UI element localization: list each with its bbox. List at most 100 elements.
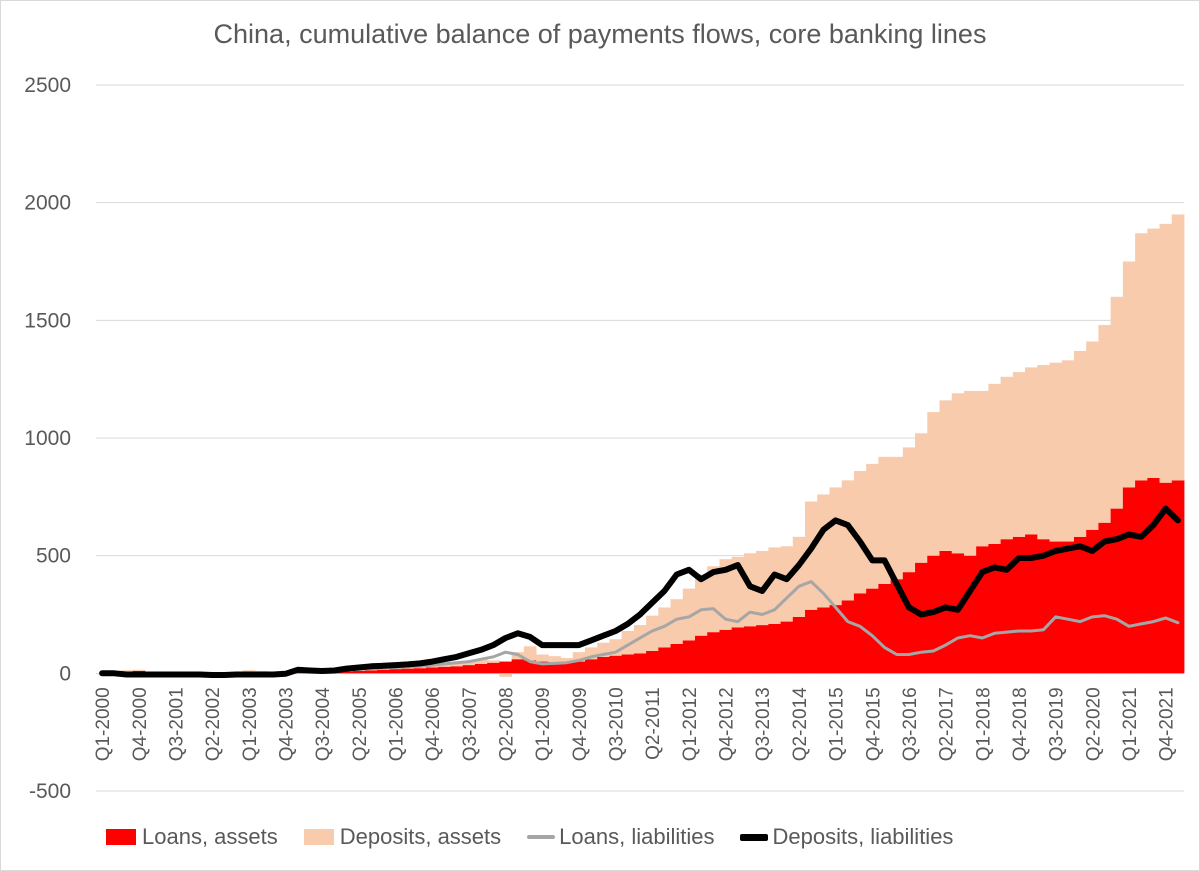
bar-loans-assets — [695, 635, 708, 674]
bar-deposits-assets — [1171, 214, 1185, 481]
x-tick-label: Q4-2021 — [1157, 687, 1178, 761]
x-tick-label: Q3-2001 — [167, 687, 188, 761]
bar-deposits-assets — [1086, 341, 1099, 530]
bar-deposits-assets — [132, 669, 146, 671]
bar-loans-assets — [646, 650, 659, 674]
bar-deposits-assets — [1135, 233, 1148, 481]
bar-deposits-assets — [560, 658, 574, 663]
bar-loans-assets — [352, 670, 366, 674]
bar-deposits-assets — [499, 673, 513, 677]
bar-deposits-assets — [1061, 360, 1075, 542]
legend-item-deposits-assets: Deposits, assets — [303, 824, 502, 850]
legend-swatch — [740, 833, 769, 841]
bar-deposits-assets — [1147, 228, 1160, 479]
y-axis-ticks: -500 0 500 1000 1500 2000 2500 — [24, 74, 71, 803]
bar-loans-assets — [364, 670, 378, 674]
x-tick-label: Q1-2015 — [827, 687, 848, 761]
bar-loans-assets — [768, 623, 781, 674]
bar-deposits-assets — [646, 615, 659, 651]
x-tick-label: Q1-2021 — [1120, 687, 1141, 761]
bar-loans-assets — [389, 669, 403, 674]
legend: Loans, assets Deposits, assets Loans, li… — [106, 824, 979, 850]
bar-deposits-assets — [1000, 376, 1014, 540]
bar-loans-assets — [841, 600, 855, 674]
bar-deposits-assets — [584, 647, 598, 660]
x-tick-label: Q2-2011 — [643, 687, 664, 760]
bar-loans-assets — [866, 588, 879, 674]
legend-label: Deposits, assets — [339, 824, 502, 849]
bar-deposits-assets — [817, 494, 830, 608]
bar-loans-assets — [1159, 482, 1173, 674]
x-tick-label: Q3-2013 — [753, 687, 774, 761]
y-tick-label: -500 — [29, 780, 71, 803]
bar-deposits-assets — [438, 664, 451, 667]
bar-deposits-assets — [120, 670, 134, 672]
legend-label: Loans, assets — [142, 824, 278, 849]
bar-loans-assets — [1110, 508, 1124, 674]
bar-loans-assets — [560, 662, 574, 674]
bar-loans-assets — [780, 621, 794, 674]
bar-loans-assets — [1086, 529, 1099, 674]
bar-loans-assets — [976, 546, 989, 674]
bar-loans-assets — [548, 662, 561, 674]
y-tick-label: 0 — [59, 662, 71, 685]
bar-loans-assets — [1171, 480, 1185, 674]
y-tick-label: 2000 — [24, 192, 71, 215]
bar-loans-assets — [621, 654, 635, 674]
bar-loans-assets — [853, 593, 867, 674]
bar-loans-assets — [438, 666, 451, 674]
x-tick-label: Q1-2003 — [240, 687, 261, 761]
y-tick-label: 1000 — [24, 427, 71, 450]
bar-loans-assets — [1049, 541, 1063, 674]
bar-loans-assets — [1135, 480, 1148, 674]
bar-deposits-assets — [951, 393, 965, 554]
x-tick-label: Q3-2016 — [900, 687, 921, 761]
bar-loans-assets — [536, 661, 549, 674]
bar-deposits-assets — [682, 588, 696, 641]
bar-loans-assets — [1122, 487, 1136, 674]
bar-deposits-assets — [523, 646, 537, 661]
line-deposits-liabilities — [99, 505, 1181, 678]
bar-loans-assets — [609, 655, 623, 674]
legend-item-loans-assets: Loans, assets — [106, 824, 278, 850]
bar-deposits-assets — [474, 659, 488, 664]
x-tick-label: Q2-2017 — [937, 687, 958, 761]
bar-loans-assets — [658, 647, 671, 674]
bar-loans-assets — [1012, 536, 1026, 674]
x-axis-ticks: Q1-2000 Q4-2000 Q3-2001 Q2-2002 Q1-2003 Q4-20… — [93, 687, 1178, 761]
bar-loans-assets — [951, 553, 965, 674]
bar-deposits-assets — [487, 660, 500, 663]
bar-loans-assets — [682, 640, 696, 674]
bar-deposits-assets — [890, 456, 904, 580]
bar-loans-assets — [902, 572, 916, 674]
x-tick-label: Q2-2008 — [497, 687, 518, 761]
bar-loans-assets — [1061, 541, 1075, 674]
bar-deposits-assets — [1012, 372, 1026, 537]
bar-deposits-assets — [621, 630, 635, 655]
bar-deposits-assets — [878, 456, 892, 584]
bar-deposits-assets — [719, 559, 733, 630]
bar-deposits-assets — [536, 654, 549, 662]
bar-loans-assets — [1000, 539, 1014, 674]
bar-loans-assets — [511, 659, 525, 674]
bar-loans-assets — [426, 667, 439, 674]
x-tick-label: Q4-2018 — [1010, 687, 1031, 761]
bar-deposits-assets — [1098, 325, 1112, 523]
bar-deposits-assets — [841, 480, 855, 601]
bar-deposits-assets — [927, 412, 940, 556]
x-tick-label: Q3-2019 — [1047, 687, 1068, 761]
x-tick-label: Q4-2006 — [423, 687, 444, 761]
bar-loans-assets — [915, 562, 928, 674]
bar-deposits-assets — [988, 383, 1002, 544]
bar-loans-assets — [707, 632, 720, 674]
chart-title: China, cumulative balance of payments fl… — [213, 19, 987, 49]
bar-loans-assets — [805, 609, 818, 674]
x-tick-label: Q4-2015 — [863, 687, 884, 761]
bar-deposits-assets — [1037, 365, 1050, 540]
bar-loans-assets — [878, 583, 892, 674]
x-tick-label: Q2-2020 — [1083, 687, 1104, 761]
bar-deposits-assets — [743, 553, 757, 627]
bar-loans-assets — [377, 669, 390, 674]
